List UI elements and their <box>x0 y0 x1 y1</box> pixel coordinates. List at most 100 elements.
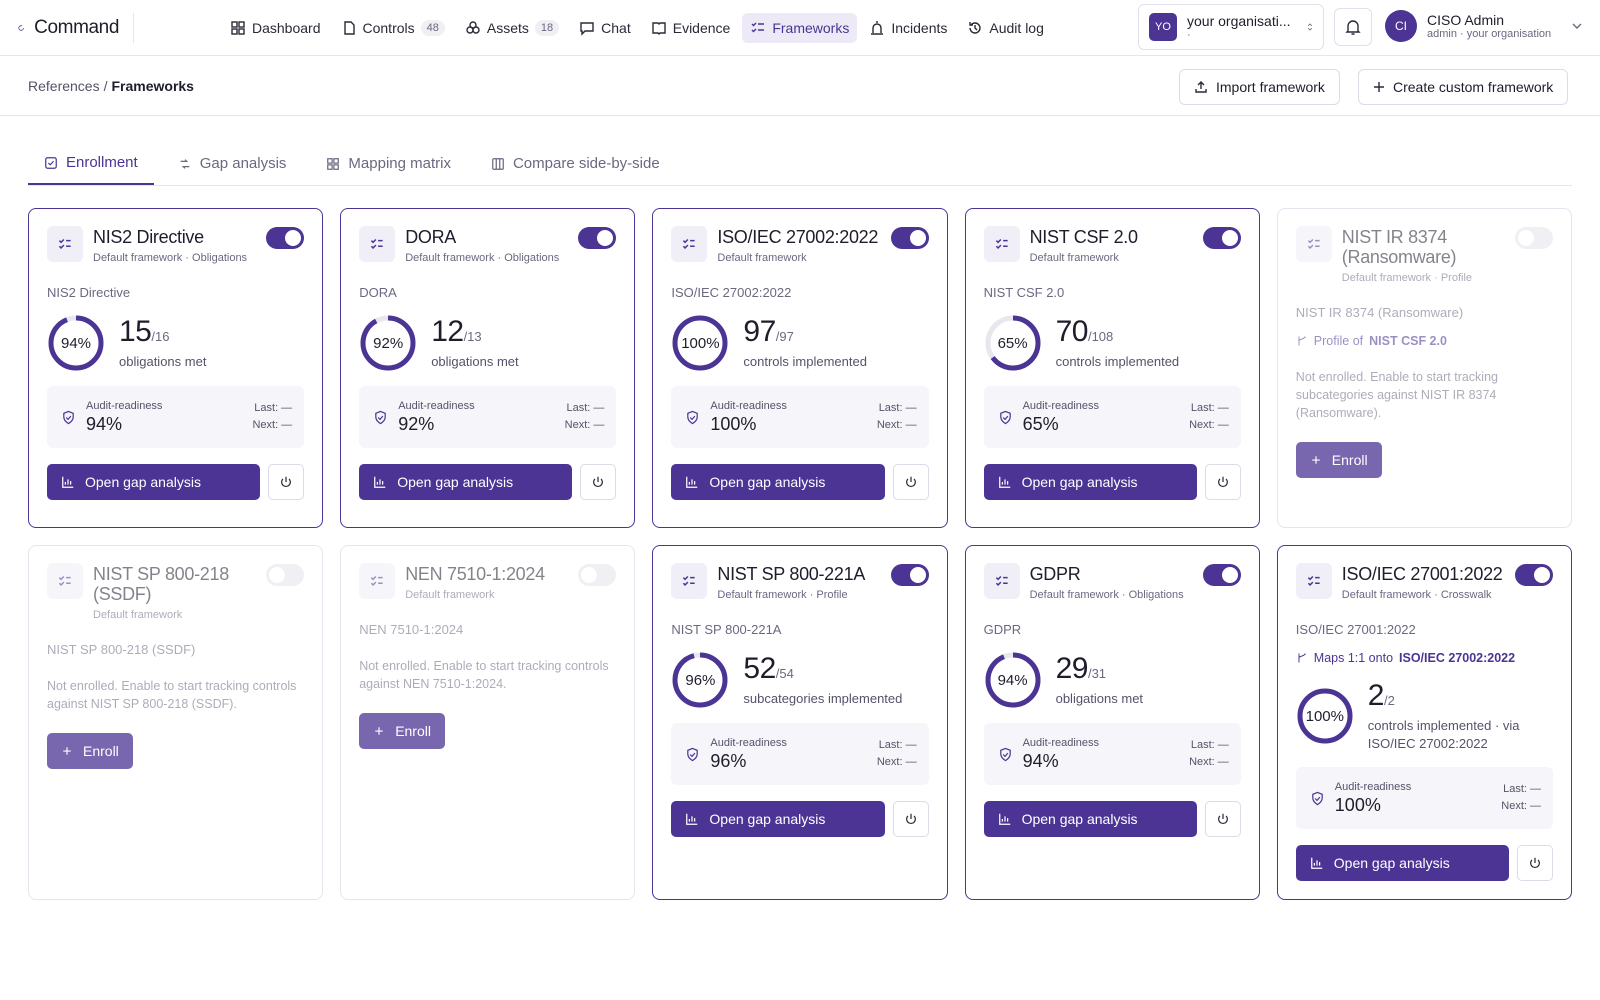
tab[interactable]: Enrollment <box>28 142 154 185</box>
card-title: NIST CSF 2.0 <box>1029 227 1138 247</box>
import-button[interactable]: Import framework <box>1179 69 1340 105</box>
metric-label: controls implemented · via ISO/IEC 27002… <box>1367 718 1520 751</box>
enable-toggle[interactable] <box>266 227 305 249</box>
nav-item[interactable]: Assets 18 <box>457 13 567 43</box>
tab[interactable]: Mapping matrix <box>310 142 467 185</box>
stat-line: 70/108 <box>1056 315 1180 349</box>
notifications[interactable] <box>1334 8 1372 46</box>
open-gap-button[interactable]: Open gap analysis <box>983 464 1197 500</box>
disable-button[interactable] <box>580 464 617 500</box>
nav-item[interactable]: Dashboard <box>222 13 329 43</box>
relation-target[interactable]: NIST CSF 2.0 <box>1369 334 1447 348</box>
disable-button[interactable] <box>268 464 305 500</box>
breadcrumb-parent[interactable]: References <box>28 77 100 94</box>
tab[interactable]: Gap analysis <box>162 142 303 185</box>
tab[interactable]: Compare side-by-side <box>475 142 676 185</box>
shield-icon <box>999 410 1011 424</box>
card-meta: Default framework · Obligations <box>93 252 248 264</box>
readiness-text: Audit-readiness 92% <box>398 400 474 435</box>
count: 12 <box>431 315 464 348</box>
ring-arc <box>672 315 728 371</box>
count: 29 <box>1055 652 1089 685</box>
card-titles: NIST SP 800-218 (SSDF) Default framework <box>93 563 304 624</box>
card-icon <box>671 226 708 262</box>
nav-item[interactable]: Incidents <box>861 13 955 43</box>
enroll-button[interactable]: Enroll <box>47 733 133 769</box>
disable-button[interactable] <box>1204 801 1241 837</box>
enable-toggle[interactable] <box>1515 564 1553 586</box>
tab-label: Compare side-by-side <box>512 155 660 172</box>
enable-toggle[interactable] <box>1515 227 1553 249</box>
total: /97 <box>775 329 794 344</box>
open-gap-button[interactable]: Open gap analysis <box>359 464 573 500</box>
card-actions: Open gap analysis <box>671 464 929 500</box>
org-avatar: YO <box>1149 13 1177 41</box>
stat-numbers: 52/54 subcategories implemented <box>743 652 902 708</box>
chart-icon <box>998 476 1010 488</box>
user-sub: admin · your organisation <box>1427 28 1552 40</box>
checklist-icon <box>58 575 71 586</box>
open-gap-button[interactable]: Open gap analysis <box>983 801 1197 837</box>
open-gap-label: Open gap analysis <box>397 474 514 490</box>
open-gap-button[interactable]: Open gap analysis <box>1295 845 1509 881</box>
disable-button[interactable] <box>892 464 929 500</box>
ring-label: 92% <box>373 334 404 352</box>
enable-toggle[interactable] <box>1202 564 1241 586</box>
user-menu[interactable]: CI CISO Admin admin · your organisation <box>1385 10 1583 42</box>
enroll-button[interactable]: Enroll <box>359 713 445 749</box>
chart-icon <box>62 476 74 488</box>
enable-toggle[interactable] <box>890 564 929 586</box>
stats: 94% 29/31 obligations met <box>984 651 1241 709</box>
nav-label: Audit log <box>989 19 1044 36</box>
framework-card: ISO/IEC 27001:2022 Default framework · Cr… <box>1276 545 1572 900</box>
enable-toggle[interactable] <box>266 564 305 586</box>
main-nav: Dashboard Controls 48 Assets 18 Chat Evidence F… <box>222 12 1052 43</box>
enroll-button[interactable]: Enroll <box>1295 442 1382 478</box>
ring-label: 100% <box>681 334 720 352</box>
relation-target[interactable]: ISO/IEC 27002:2022 <box>1399 651 1516 665</box>
progress-ring: 94% <box>47 314 105 372</box>
nav-item[interactable]: Frameworks <box>742 12 858 43</box>
readiness-label: Audit-readiness <box>1022 736 1100 749</box>
card-icon <box>983 226 1020 262</box>
enroll-label: Enroll <box>1331 452 1368 468</box>
readiness-label: Audit-readiness <box>398 399 475 412</box>
readiness-box: Audit-readiness 96% Last: — Next: — <box>671 723 929 785</box>
org-switcher[interactable]: YO your organisati... · <box>1138 4 1324 50</box>
checklist-icon <box>683 238 696 249</box>
metric-label: obligations met <box>431 354 519 369</box>
card-actions: Open gap analysis <box>671 801 929 837</box>
card-titles: NIS2 Directive Default framework · Obliga… <box>93 226 304 267</box>
framework-card: NEN 7510-1:2024 Default framework NEN 7510… <box>340 545 636 900</box>
caret <box>1572 23 1582 29</box>
disable-button[interactable] <box>892 801 929 837</box>
create-button[interactable]: Create custom framework <box>1358 69 1569 105</box>
audit-dates: Last: — Next: — <box>1189 737 1229 771</box>
enable-toggle[interactable] <box>890 227 929 249</box>
stat-line: 2/2 <box>1368 679 1553 713</box>
nav-item[interactable]: Evidence <box>643 13 739 43</box>
card-titles: NIST SP 800-221A Default framework · Prof… <box>717 563 928 604</box>
disable-button[interactable] <box>1204 464 1241 500</box>
open-gap-button[interactable]: Open gap analysis <box>47 464 261 500</box>
progress-ring: 92% <box>359 314 417 372</box>
enable-toggle[interactable] <box>578 564 617 586</box>
nav-item[interactable]: Chat <box>571 13 639 43</box>
nav-item[interactable]: Audit log <box>959 13 1051 43</box>
card-titles: ISO/IEC 27002:2022 Default framework <box>717 226 928 267</box>
enable-toggle[interactable] <box>1202 227 1241 249</box>
open-gap-button[interactable]: Open gap analysis <box>671 464 885 500</box>
card-subtitle: DORA <box>359 285 397 300</box>
nav-item[interactable]: Controls 48 <box>333 13 453 43</box>
count: 52 <box>743 652 776 685</box>
card-subtitle: ISO/IEC 27002:2022 <box>671 285 792 300</box>
enable-toggle[interactable] <box>578 227 617 249</box>
chart-icon <box>686 813 698 825</box>
disable-button[interactable] <box>1517 845 1553 881</box>
card-subtitle: NIS2 Directive <box>47 285 131 300</box>
card-title: ISO/IEC 27001:2022 <box>1341 564 1503 584</box>
brand[interactable]: Command <box>18 12 134 43</box>
metric-label: controls implemented <box>1055 354 1180 369</box>
open-gap-button[interactable]: Open gap analysis <box>671 801 885 837</box>
readiness-text: Audit-readiness 100% <box>710 400 786 435</box>
